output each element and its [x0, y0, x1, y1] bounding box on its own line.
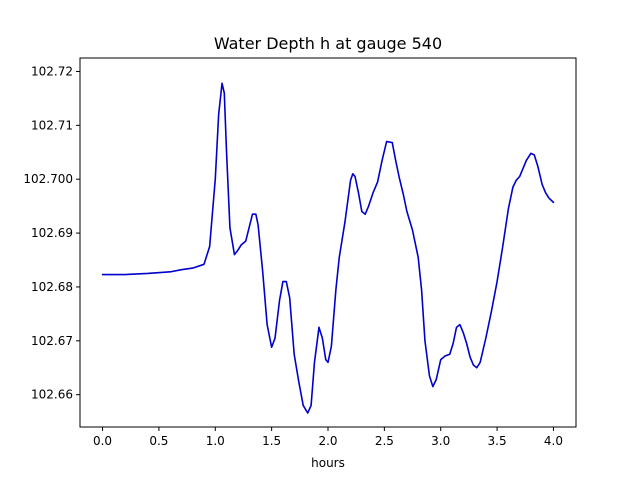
- y-axis: 102.66 102.67 102.68 102.69 102.700 102.71 102…: [23, 64, 80, 402]
- chart-title: Water Depth h at gauge 540: [214, 34, 442, 53]
- x-tick-label: 1.5: [262, 434, 281, 448]
- x-tick-label: 4.0: [544, 434, 563, 448]
- x-axis-label: hours: [311, 456, 345, 470]
- x-tick-label: 2.0: [318, 434, 337, 448]
- x-axis: 0.0 0.5 1.0 1.5 2.0 2.5 3.0 3.5 4.0: [93, 427, 563, 448]
- y-tick-label: 102.700: [23, 172, 73, 186]
- y-tick-label: 102.71: [31, 118, 73, 132]
- x-tick-label: 0.0: [93, 434, 112, 448]
- y-tick-label: 102.69: [31, 226, 73, 240]
- y-tick-label: 102.67: [31, 334, 73, 348]
- y-tick-label: 102.72: [31, 64, 73, 78]
- x-tick-label: 0.5: [149, 434, 168, 448]
- x-tick-label: 2.5: [375, 434, 394, 448]
- y-tick-label: 102.68: [31, 280, 73, 294]
- x-tick-label: 3.0: [431, 434, 450, 448]
- x-tick-label: 3.5: [488, 434, 507, 448]
- y-tick-label: 102.66: [31, 388, 73, 402]
- series-line: [101, 82, 555, 414]
- x-tick-label: 1.0: [206, 434, 225, 448]
